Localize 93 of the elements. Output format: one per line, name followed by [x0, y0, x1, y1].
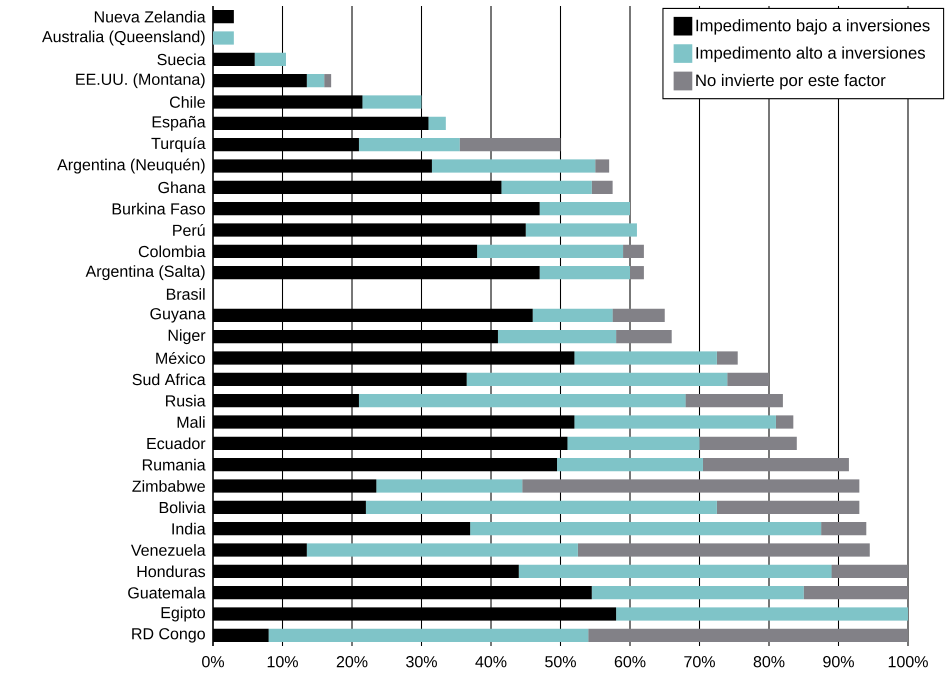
legend-label: Impedimento bajo a inversiones [696, 19, 930, 35]
y-tick-label: Ghana [158, 181, 206, 194]
y-tick-label: Burkina Faso [112, 202, 205, 215]
y-tick-label: México [156, 352, 205, 364]
x-tick-label: 50% [545, 656, 576, 668]
bar [804, 586, 908, 600]
x-tick-label: 90% [823, 656, 854, 668]
y-tick-label: Perú [173, 224, 205, 236]
y-tick-label: Brasil [166, 288, 205, 300]
bar [716, 351, 738, 365]
x-tick-label: 10% [268, 656, 298, 668]
bar [477, 244, 624, 258]
bar [254, 52, 286, 66]
y-tick-label: Australia (Queensland) [42, 30, 205, 46]
x-tick-label: 40% [475, 656, 506, 668]
bar [574, 351, 717, 365]
bar [522, 479, 860, 493]
bar [540, 266, 630, 280]
y-tick-label: Turquía [151, 137, 206, 152]
bar [466, 372, 728, 386]
bar [557, 458, 703, 472]
y-tick-label: Nueva Zelandia [94, 10, 206, 23]
bar [616, 607, 908, 621]
x-tick-label: 80% [754, 656, 784, 668]
y-tick-label: Guatemala [128, 586, 206, 599]
y-tick-label: Honduras [138, 565, 206, 578]
bar [268, 628, 588, 642]
bar [306, 543, 578, 557]
x-tick-label: 70% [684, 656, 715, 668]
bar [460, 138, 560, 152]
bar [686, 394, 783, 408]
bar [727, 372, 769, 386]
x-tick-label: 0% [202, 656, 224, 668]
bar [595, 159, 610, 173]
y-tick-label: Zimbabwe [132, 480, 205, 492]
bar [630, 266, 644, 280]
bar [574, 415, 776, 429]
bar [832, 564, 908, 578]
bar [616, 330, 672, 344]
y-tick-label: Guyana [150, 308, 206, 323]
bar [821, 522, 866, 536]
y-tick-label: Niger [168, 329, 206, 344]
bar [358, 394, 686, 408]
x-tick-label: 60% [614, 656, 646, 668]
bar [567, 436, 700, 450]
bar [470, 522, 822, 536]
y-tick-label: RD Congo [132, 628, 205, 643]
legend-label: Impedimento alto a inversiones [696, 46, 925, 62]
bar [306, 74, 324, 88]
legend-label: No invierte por este factor [696, 74, 886, 90]
bar [501, 180, 592, 194]
y-tick-label: Sud Africa [132, 373, 206, 386]
bar [366, 500, 717, 514]
y-tick-label: Rusia [166, 394, 206, 407]
bar [362, 95, 422, 109]
y-tick-label: India [172, 522, 206, 535]
bar [498, 330, 616, 344]
bar [358, 138, 460, 152]
y-tick-label: Venezuela [130, 544, 206, 556]
bar [428, 116, 446, 130]
bar [612, 308, 665, 322]
y-tick-label: EE.UU. (Montana) [76, 73, 205, 88]
x-tick-label: 20% [336, 656, 368, 668]
x-tick-label: 30% [406, 656, 437, 668]
y-tick-label: Argentina (Salta) [86, 265, 205, 280]
y-tick-label: Mali [178, 416, 205, 428]
bar [700, 436, 797, 450]
bar [592, 586, 804, 600]
bar [532, 308, 613, 322]
bar [716, 500, 860, 514]
bar [540, 202, 630, 216]
y-tick-label: Egipto [162, 606, 205, 622]
y-tick-label: Suecia [157, 53, 206, 66]
y-tick-label: Colombia [138, 245, 206, 258]
bar [623, 244, 644, 258]
x-tick-label: 100% [888, 656, 928, 668]
bar [776, 415, 794, 429]
bar [432, 159, 596, 173]
bar [324, 74, 332, 88]
bar [213, 31, 234, 45]
bar [588, 628, 908, 642]
y-tick-label: Ecuador [147, 437, 206, 450]
bar [578, 543, 870, 557]
bar [702, 458, 849, 472]
bar [526, 223, 637, 237]
y-tick-label: España [152, 116, 206, 131]
y-tick-label: Chile [170, 96, 205, 108]
bar [376, 479, 522, 493]
y-tick-label: Bolivia [160, 501, 206, 514]
bar [518, 564, 832, 578]
bar [592, 180, 613, 194]
y-tick-label: Rumania [142, 458, 206, 471]
y-tick-label: Argentina (Neuquén) [57, 158, 205, 174]
